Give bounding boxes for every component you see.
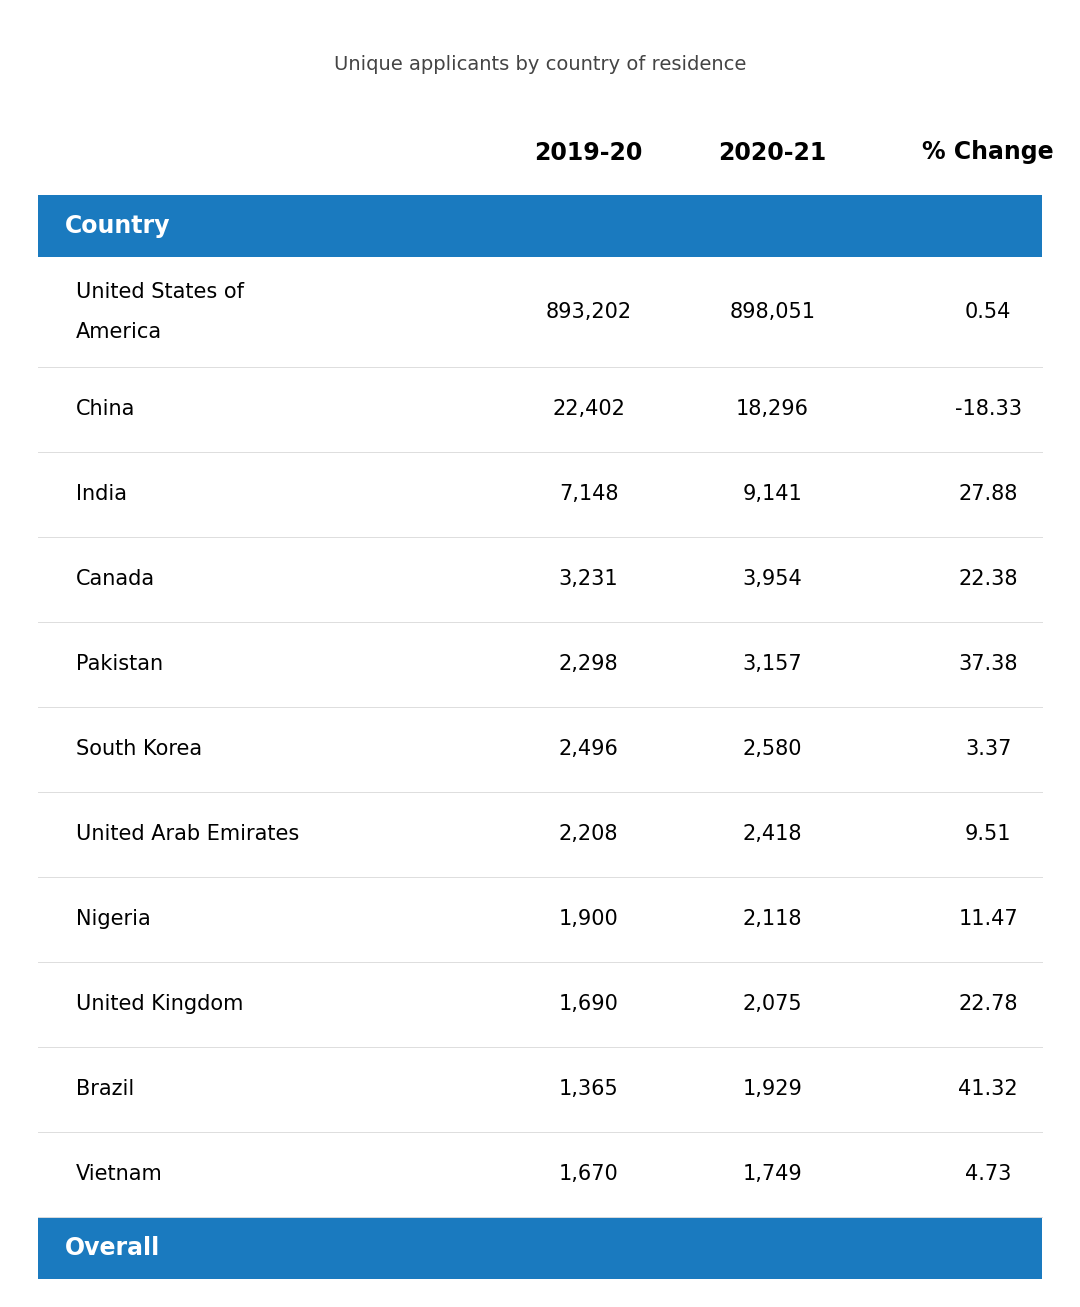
Text: South Korea: South Korea [76, 740, 202, 759]
Text: Vietnam: Vietnam [76, 1165, 162, 1184]
Bar [38, 1217, 1042, 1280]
Text: 1,670: 1,670 [558, 1165, 619, 1184]
Text: 18,296: 18,296 [735, 400, 809, 420]
Text: 2,208: 2,208 [558, 825, 619, 844]
Text: 2019-20: 2019-20 [535, 140, 643, 165]
Bar [38, 452, 1042, 537]
Text: 2,298: 2,298 [558, 655, 619, 674]
Bar [38, 707, 1042, 792]
Text: 9.51: 9.51 [964, 825, 1012, 844]
Text: Brazil: Brazil [76, 1080, 134, 1099]
Bar [38, 1132, 1042, 1217]
Bar [38, 537, 1042, 622]
Text: Canada: Canada [76, 570, 154, 589]
Text: India: India [76, 485, 126, 505]
Text: 9,141: 9,141 [742, 485, 802, 505]
Text: Unique applicants by country of residence: Unique applicants by country of residenc… [334, 55, 746, 74]
Text: 22.38: 22.38 [958, 570, 1018, 589]
Bar [38, 257, 1042, 367]
Text: Overall: Overall [65, 1236, 160, 1260]
Text: 4.73: 4.73 [966, 1165, 1011, 1184]
Text: 3,954: 3,954 [742, 570, 802, 589]
Bar [38, 962, 1042, 1047]
Text: 3.37: 3.37 [966, 740, 1011, 759]
Bar [38, 622, 1042, 707]
Text: 2,118: 2,118 [742, 910, 802, 929]
Text: 3,231: 3,231 [558, 570, 619, 589]
Text: 2,496: 2,496 [558, 740, 619, 759]
Text: 1,900: 1,900 [558, 910, 619, 929]
Text: Nigeria: Nigeria [76, 910, 150, 929]
Text: 11.47: 11.47 [958, 910, 1018, 929]
Text: Pakistan: Pakistan [76, 655, 163, 674]
Text: 2,418: 2,418 [742, 825, 802, 844]
Text: -18.33: -18.33 [955, 400, 1022, 420]
Text: 2020-21: 2020-21 [718, 140, 826, 165]
Text: 3,157: 3,157 [742, 655, 802, 674]
Text: Country: Country [65, 214, 171, 238]
Bar [38, 195, 1042, 257]
Text: 2,075: 2,075 [742, 995, 802, 1014]
Text: United Kingdom: United Kingdom [76, 995, 243, 1014]
Bar [38, 1047, 1042, 1132]
Text: 0.54: 0.54 [966, 302, 1011, 322]
Text: America: America [76, 322, 162, 342]
Text: United Arab Emirates: United Arab Emirates [76, 825, 299, 844]
Text: 37.38: 37.38 [958, 655, 1018, 674]
Text: 1,749: 1,749 [742, 1165, 802, 1184]
Text: United States of: United States of [76, 282, 244, 302]
Bar [38, 792, 1042, 877]
Text: China: China [76, 400, 135, 420]
Text: 22,402: 22,402 [552, 400, 625, 420]
Text: 27.88: 27.88 [959, 485, 1017, 505]
Text: 1,690: 1,690 [558, 995, 619, 1014]
Text: 7,148: 7,148 [558, 485, 619, 505]
Text: 41.32: 41.32 [958, 1080, 1018, 1099]
Text: 22.78: 22.78 [958, 995, 1018, 1014]
Bar [38, 877, 1042, 962]
Text: 2,580: 2,580 [742, 740, 802, 759]
Text: % Change: % Change [922, 140, 1054, 165]
Text: 893,202: 893,202 [545, 302, 632, 322]
Bar [38, 367, 1042, 452]
Text: 1,365: 1,365 [558, 1080, 619, 1099]
Text: 898,051: 898,051 [729, 302, 815, 322]
Text: 1,929: 1,929 [742, 1080, 802, 1099]
Bar [38, 1280, 1042, 1307]
